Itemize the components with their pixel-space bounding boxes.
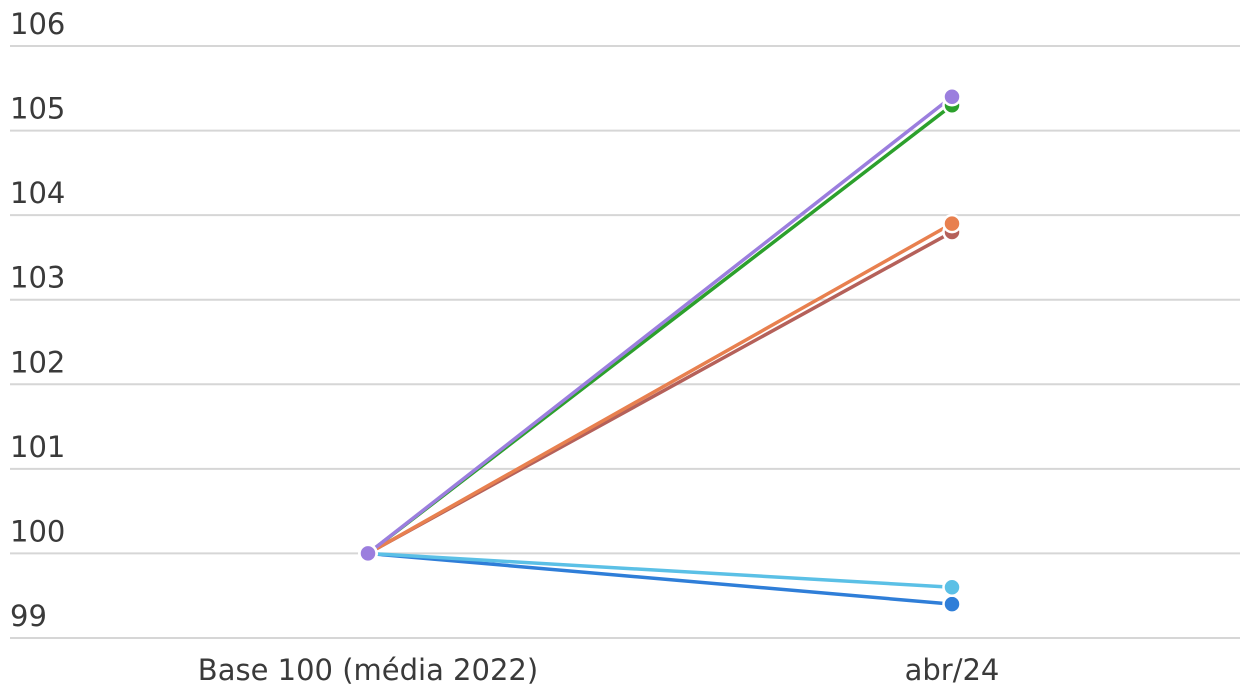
y-axis-tick-labels: 99 100 101 102 103 104 105 106 — [10, 7, 65, 633]
y-tick-label: 104 — [10, 176, 65, 210]
y-tick-label: 100 — [10, 514, 65, 548]
series-line-5 — [366, 221, 954, 556]
series-line-2 — [366, 551, 954, 590]
x-tick-label: abr/24 — [905, 653, 1000, 687]
series-line-6 — [366, 94, 954, 556]
y-tick-label: 102 — [10, 345, 65, 379]
data-point — [358, 543, 378, 564]
data-point — [942, 577, 962, 598]
y-tick-label: 106 — [10, 7, 65, 41]
x-axis-tick-labels: Base 100 (média 2022) abr/24 — [198, 653, 1000, 687]
y-tick-label: 103 — [10, 261, 65, 295]
data-point — [942, 594, 962, 614]
data-point — [942, 213, 962, 234]
y-tick-label: 101 — [10, 430, 65, 464]
grid-lines — [10, 45, 1240, 639]
series-group — [358, 86, 962, 614]
y-tick-label: 105 — [10, 92, 65, 126]
x-tick-label: Base 100 (média 2022) — [198, 653, 538, 687]
data-point — [942, 86, 962, 107]
series-line-1 — [366, 551, 954, 606]
y-tick-label: 99 — [10, 599, 47, 633]
